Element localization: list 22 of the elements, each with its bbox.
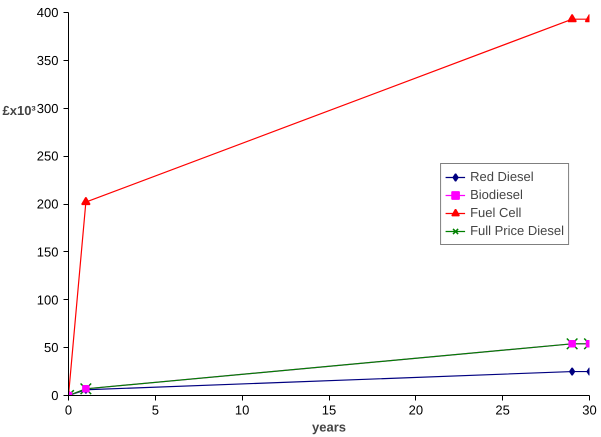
legend-label: Fuel Cell — [470, 204, 522, 222]
x-tick-label: 15 — [322, 402, 336, 418]
x-tick-label: 0 — [64, 402, 72, 418]
x-tick-label: 20 — [408, 402, 424, 418]
x-tick-label: 5 — [152, 402, 159, 418]
x-tick-label: 10 — [234, 402, 250, 418]
x-tick-label: 25 — [495, 402, 510, 418]
y-tick-label: 100 — [36, 292, 59, 308]
y-tick-label: 400 — [36, 5, 59, 20]
x-axis-title: years — [312, 420, 346, 434]
legend-label: Biodiesel — [470, 186, 523, 204]
y-axis-title: £x10³ — [2, 102, 36, 118]
y-tick-label: 50 — [44, 340, 59, 356]
y-tick-label: 0 — [51, 388, 59, 403]
y-tick-label: 250 — [36, 148, 59, 164]
y-tick-label: 350 — [36, 52, 59, 68]
x-tick-label: 30 — [582, 402, 597, 418]
y-tick-label: 300 — [36, 100, 59, 116]
legend-label: Full Price Diesel — [470, 222, 564, 240]
legend-label: Red Diesel — [470, 168, 534, 186]
y-tick-label: 200 — [36, 196, 59, 212]
y-tick-label: 150 — [36, 244, 59, 260]
